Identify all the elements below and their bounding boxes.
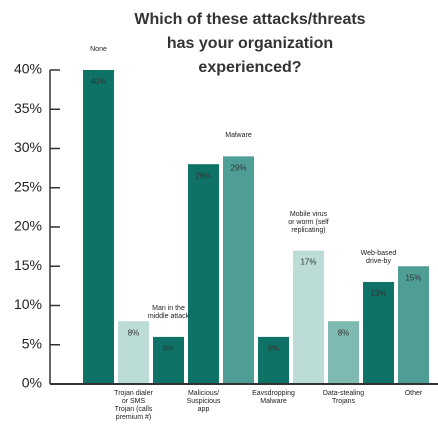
y-tick-label: 25% — [14, 178, 42, 194]
annotation: Mobile virus or worm (self replicating) — [288, 210, 329, 234]
bar — [153, 336, 184, 384]
y-tick-label: 5% — [22, 335, 42, 351]
value-label: 40% — [90, 77, 106, 86]
x-tick-label: Data-stealing Trojans — [322, 390, 365, 405]
bar — [83, 70, 114, 384]
value-label: 15% — [405, 273, 421, 282]
bar — [188, 164, 219, 384]
bar — [363, 281, 394, 384]
value-label: 6% — [163, 344, 175, 353]
annotation: None — [90, 46, 107, 53]
bar — [398, 266, 429, 384]
chart-title: Which of these attacks/threats has your … — [134, 11, 366, 76]
value-label: 8% — [128, 328, 140, 337]
bar — [293, 250, 324, 384]
x-tick-label: Trojan dialer or SMS Trojan (calls premi… — [114, 390, 153, 421]
y-tick-label: 0% — [22, 375, 42, 391]
y-tick-label: 35% — [14, 100, 42, 116]
y-tick-label: 20% — [14, 218, 42, 234]
value-label: 29% — [230, 163, 246, 172]
y-tick-label: 10% — [14, 296, 42, 312]
value-label: 6% — [268, 344, 280, 353]
bar — [328, 321, 359, 384]
annotation: Malware — [225, 132, 252, 140]
y-tick-label: 15% — [14, 257, 42, 273]
x-tick-label: Malicious/ Suspicious app — [186, 390, 221, 413]
value-label: 17% — [300, 258, 316, 267]
annotation: Man in the middle attack — [147, 304, 190, 320]
value-label: 13% — [370, 289, 386, 298]
bar — [118, 321, 149, 384]
bar — [223, 156, 254, 384]
y-tick-label: 30% — [14, 139, 42, 155]
y-tick-label: 40% — [14, 61, 42, 77]
value-label: 28% — [195, 171, 211, 180]
bar — [258, 336, 289, 384]
annotation: Web-based drive-by — [360, 249, 397, 265]
x-tick-label: Eavsdropping Malware — [252, 390, 295, 405]
x-tick-label: Other — [404, 390, 423, 397]
value-label: 8% — [338, 328, 350, 337]
